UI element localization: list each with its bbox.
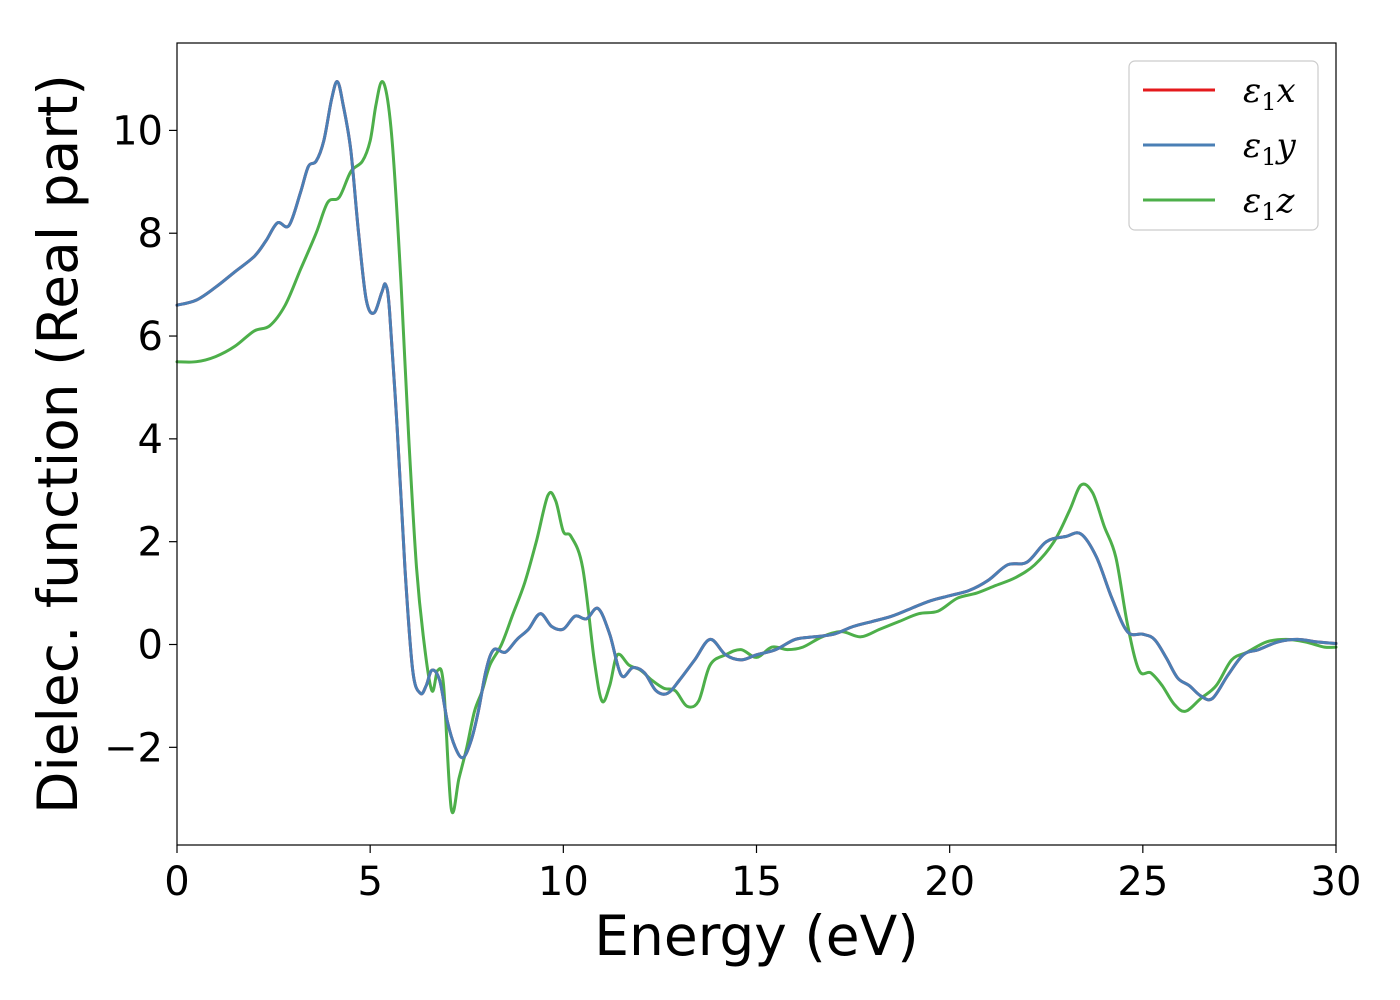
x-tick-label: 10 — [538, 859, 589, 905]
x-tick-label: 30 — [1311, 859, 1362, 905]
y-tick-label: 2 — [138, 520, 163, 566]
legend-subscript: 1 — [1261, 88, 1276, 116]
legend-subscript: 1 — [1261, 143, 1276, 171]
legend-label-x: ε1x — [1243, 71, 1296, 116]
legend-epsilon: ε — [1243, 126, 1261, 166]
legend-box — [1128, 60, 1319, 231]
x-tick-label: 25 — [1117, 859, 1168, 905]
legend-variable: y — [1275, 126, 1297, 166]
legend-epsilon: ε — [1243, 181, 1261, 221]
x-tick-label: 5 — [357, 859, 382, 905]
x-tick-label: 20 — [924, 859, 975, 905]
series-line-y — [175, 80, 1338, 760]
legend-variable: x — [1277, 71, 1296, 111]
y-tick-label: 6 — [138, 314, 163, 360]
legend-label-y: ε1y — [1243, 126, 1297, 171]
x-tick-label: 0 — [164, 859, 189, 905]
y-axis-label: Dielec. function (Real part) — [26, 74, 90, 814]
axis-ticks: 0 5 10 15 20 25 30 −2 0 2 4 6 8 10 — [104, 108, 1361, 905]
legend-subscript: 1 — [1261, 198, 1276, 226]
y-tick-label: 4 — [138, 417, 163, 463]
legend-epsilon: ε — [1243, 71, 1261, 111]
series-layer — [175, 80, 1338, 815]
y-tick-label: 8 — [138, 211, 163, 257]
y-tick-label: −2 — [104, 725, 163, 771]
y-tick-label: 10 — [112, 108, 163, 154]
y-tick-label: 0 — [138, 623, 163, 669]
x-axis-label: Energy (eV) — [594, 904, 918, 968]
x-tick-label: 15 — [731, 859, 782, 905]
legend-variable: z — [1276, 181, 1296, 221]
series-line-z — [175, 80, 1338, 815]
legend-label-z: ε1z — [1243, 181, 1296, 226]
